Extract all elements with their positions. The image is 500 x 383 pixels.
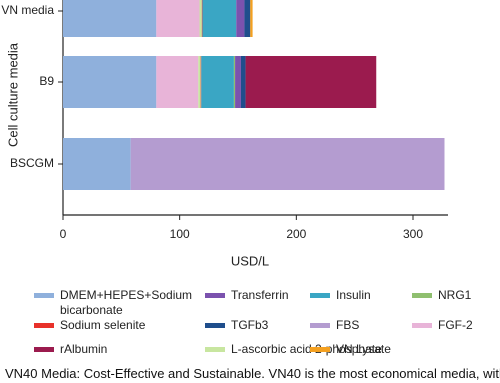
x-tick-label: 0	[60, 227, 67, 241]
bar-segment	[201, 56, 234, 108]
bar-segment	[156, 56, 199, 108]
bar-segment	[240, 56, 246, 108]
x-tick-label: 200	[286, 227, 306, 241]
legend-swatch	[412, 293, 432, 298]
bar-segment	[200, 56, 202, 108]
y-tick-label: VN media	[1, 3, 54, 17]
legend-swatch	[310, 347, 330, 352]
bar-segment	[63, 0, 157, 37]
y-axis-title: Cell culture media	[5, 42, 20, 147]
legend-label: FBS	[336, 318, 360, 332]
bar-segment	[233, 56, 236, 108]
legend-swatch	[412, 323, 432, 328]
legend-swatch	[310, 323, 330, 328]
legend-label: DMEM+HEPES+Sodium bicarbonate	[60, 288, 193, 317]
y-tick-label: B9	[39, 74, 54, 88]
bar-segment	[199, 0, 202, 37]
chart: USD/L Cell culture media 0 100 200 300 VN me…	[1, 0, 448, 268]
legend-swatch	[310, 293, 330, 298]
bar-segment	[235, 56, 241, 108]
legend-swatch	[34, 347, 54, 352]
legend-swatch	[205, 293, 225, 298]
legend-swatch	[205, 323, 225, 328]
x-axis-title: USD/L	[231, 253, 269, 268]
caption: VN40 Media: Cost-Effective and Sustainab…	[5, 366, 500, 381]
legend-label: FGF-2	[438, 318, 473, 332]
bar-segment	[63, 138, 131, 190]
legend-label: Sodium selenite	[60, 318, 146, 332]
legend-swatch	[34, 323, 54, 328]
bar-segment	[198, 56, 201, 108]
x-tick-label: 100	[170, 227, 190, 241]
y-tick-label: BSCGM	[10, 156, 54, 170]
legend-swatch	[205, 347, 225, 352]
legend-label: rAlbumin	[60, 342, 108, 356]
legend-label: L-ascorbic acid 2-phosphate	[231, 342, 382, 356]
x-tick-label: 300	[403, 227, 423, 241]
legend-label: Transferrin	[231, 288, 289, 302]
legend-label: Insulin	[336, 288, 371, 302]
bar-segment	[244, 0, 251, 37]
bar-segment	[245, 56, 377, 108]
bar-segment	[250, 0, 253, 37]
bar-segment	[202, 0, 237, 37]
bar-segment	[63, 56, 157, 108]
legend-swatch	[34, 293, 54, 298]
bar-segment	[130, 138, 445, 190]
legend-label: TGFb3	[231, 318, 269, 332]
bar-segment	[201, 0, 203, 37]
legend-label: NRG1	[438, 288, 472, 302]
legend-label: VN Lysate	[336, 342, 391, 356]
bar-segment	[156, 0, 200, 37]
bar-segment	[236, 0, 245, 37]
